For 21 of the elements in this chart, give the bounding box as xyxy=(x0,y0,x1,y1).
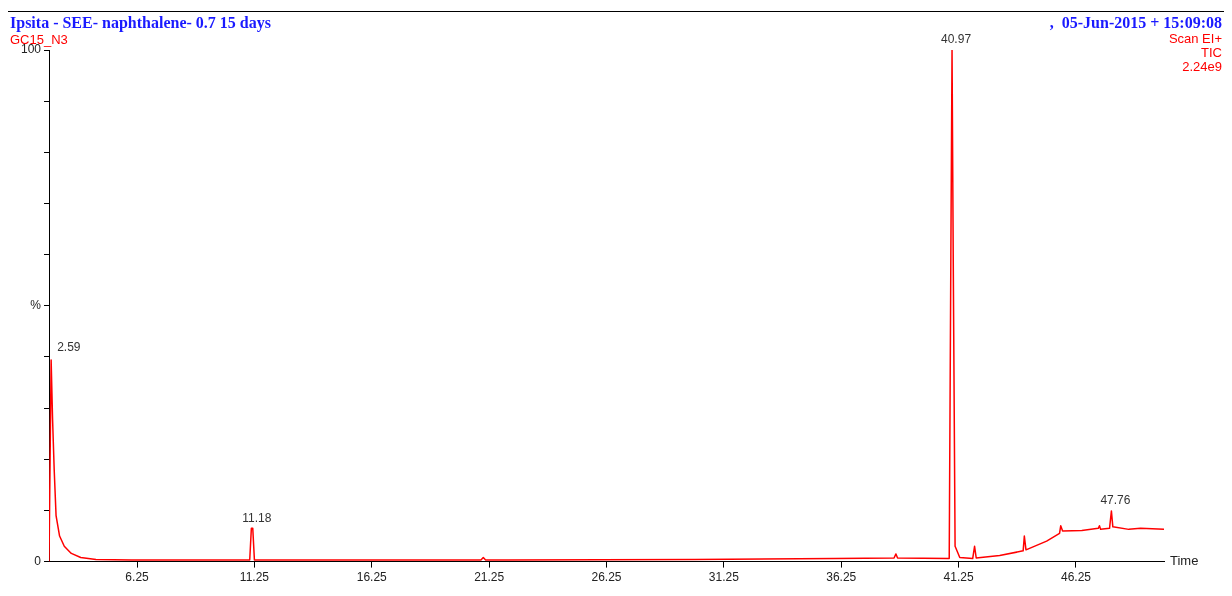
x-tick-label: 11.25 xyxy=(239,570,270,585)
annotation: 11.18 xyxy=(242,510,272,525)
text: 2.24e9 xyxy=(1181,59,1222,74)
x-tick-label: 26.25 xyxy=(591,570,622,585)
text: Scan EI+ xyxy=(1168,31,1222,46)
y-tick-label: 0 xyxy=(34,553,42,568)
x-tick-label: 46.25 xyxy=(1060,570,1092,585)
x-tick-label: 36.25 xyxy=(826,570,857,585)
x-tick-label: 6.25 xyxy=(125,570,150,585)
annotation: 47.76 xyxy=(1100,493,1131,508)
chart-title: Ipsita - SEE- naphthalene- 0.7 15 days xyxy=(10,14,271,32)
chart-subtitle: , 05-Jun-2015 + 15:09:08 xyxy=(1049,14,1222,32)
x-tick-label: 21.25 xyxy=(474,570,505,585)
y-tick-label: % xyxy=(30,298,42,313)
x-tick-label: 16.25 xyxy=(356,570,388,585)
annotation: 40.97 xyxy=(941,32,972,47)
text: TIC xyxy=(1200,45,1222,60)
x-tick-label: 31.25 xyxy=(708,570,740,585)
annotation: 2.59 xyxy=(57,340,81,355)
x-tick-label: 41.25 xyxy=(943,570,974,585)
x-axis-title: Time xyxy=(1170,553,1199,569)
